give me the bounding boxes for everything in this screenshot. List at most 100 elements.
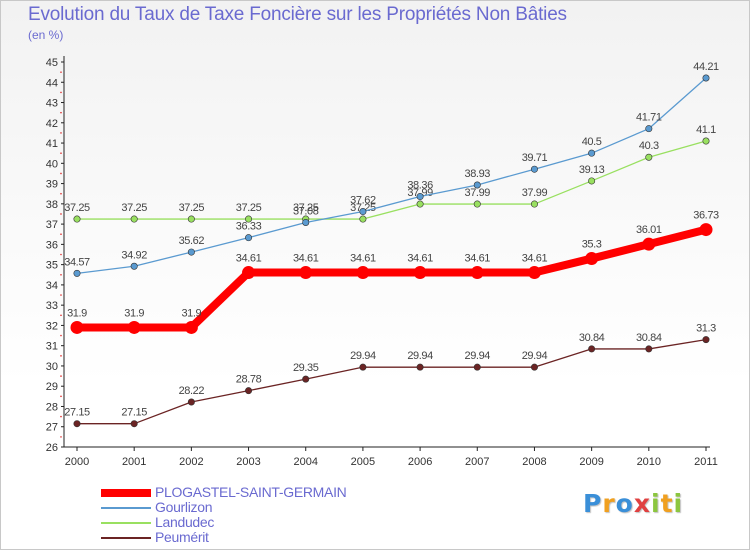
data-point: [73, 215, 81, 223]
data-label: 29.94: [465, 350, 491, 362]
data-label: 39.13: [579, 164, 605, 176]
data-label: 28.22: [179, 385, 205, 397]
data-label: 37.25: [350, 202, 376, 214]
y-minor-tick: [60, 294, 62, 296]
legend-label: Peumérit: [155, 529, 209, 545]
series-plogastel-saint-germain: 31.9 31.9 31.9 34.61 34.61 34.61 34.61 34.61 34.…: [67, 210, 719, 334]
series-gourlizon: 34.57 34.92 35.62 36.33 37.08 37.62 38.36 38.93…: [64, 61, 719, 277]
data-point: [242, 266, 256, 280]
data-label: 31.9: [124, 307, 144, 319]
data-label: 36.33: [236, 221, 262, 233]
y-tick-label: 45: [46, 57, 58, 69]
y-minor-tick: [60, 436, 62, 438]
data-point: [245, 215, 253, 223]
y-tick-label: 32: [46, 320, 58, 332]
chart-title: Evolution du Taux de Taxe Foncière sur l…: [28, 4, 567, 25]
data-point: [702, 137, 710, 145]
logo-letter: i: [651, 489, 661, 518]
proxiti-logo: Proxiti: [583, 489, 683, 518]
data-point: [588, 177, 596, 185]
data-label: 34.92: [121, 249, 147, 261]
legend-swatch: [101, 507, 151, 509]
x-tick-label: 2010: [637, 456, 661, 468]
data-point: [645, 125, 653, 133]
y-tick-label: 26: [46, 442, 58, 454]
y-minor-tick: [60, 91, 62, 94]
y-tick-label: 31: [46, 341, 58, 353]
data-label: 37.25: [64, 202, 90, 214]
data-label: 29.94: [522, 350, 548, 362]
data-label: 37.25: [236, 202, 262, 214]
x-tick-label: 2004: [293, 456, 317, 468]
data-label: 36.01: [636, 224, 662, 236]
y-tick-label: 34: [46, 280, 58, 292]
data-label: 44.21: [693, 61, 719, 73]
y-tick-label: 39: [46, 179, 58, 191]
data-point: [359, 208, 367, 216]
data-point: [299, 266, 313, 280]
y-minor-tick: [60, 355, 62, 357]
x-tick-label: 2009: [579, 456, 603, 468]
series-line: [73, 225, 710, 332]
y-tick-label: 28: [46, 401, 58, 413]
data-label: 37.25: [121, 202, 147, 214]
data-point: [642, 237, 656, 251]
data-label: 29.94: [350, 350, 376, 362]
data-label: 34.61: [465, 253, 491, 265]
x-tick-label: 2007: [465, 456, 489, 468]
data-point: [470, 266, 484, 280]
y-minor-tick: [60, 192, 62, 195]
data-label: 34.61: [350, 253, 376, 265]
legend-swatch: [101, 537, 151, 539]
data-label: 37.25: [293, 202, 319, 214]
series-line: [76, 77, 707, 274]
data-point: [416, 200, 424, 208]
data-point: [130, 262, 138, 270]
data-point: [302, 218, 310, 226]
data-point: [473, 200, 481, 208]
x-tick-label: 2005: [351, 456, 375, 468]
data-point: [645, 153, 653, 161]
data-label: 34.61: [407, 253, 433, 265]
y-tick-label: 33: [46, 300, 58, 312]
x-tick-label: 2006: [408, 456, 432, 468]
data-label: 34.61: [236, 253, 262, 265]
data-point: [130, 420, 138, 428]
data-point: [699, 223, 713, 237]
x-tick-label: 2008: [522, 456, 546, 468]
data-label: 37.99: [522, 187, 548, 199]
data-label: 29.35: [293, 362, 319, 374]
data-point: [585, 252, 599, 266]
y-minor-tick: [60, 334, 62, 337]
y-tick-label: 37: [46, 219, 58, 231]
y-minor-tick: [60, 132, 62, 134]
data-label: 31.9: [67, 307, 87, 319]
series-peum-rit: 27.15 27.15 28.22 28.78 29.35 29.94 29.94 29.94…: [64, 323, 717, 428]
data-label: 31.9: [181, 307, 201, 319]
data-point: [359, 363, 367, 371]
data-label: 27.15: [64, 407, 90, 419]
data-point: [413, 266, 427, 280]
logo-letter: o: [615, 489, 634, 518]
data-label: 39.71: [522, 152, 548, 164]
data-point: [645, 345, 653, 353]
data-point: [187, 398, 195, 406]
logo-letter: P: [583, 489, 603, 518]
data-label: 35.3: [582, 239, 602, 251]
data-point: [702, 336, 710, 344]
y-tick-label: 44: [46, 77, 58, 89]
y-tick-label: 43: [46, 98, 58, 110]
data-point: [359, 215, 367, 223]
data-label: 38.93: [465, 168, 491, 180]
y-tick-label: 38: [46, 199, 58, 211]
data-point: [702, 74, 710, 82]
data-label: 37.25: [179, 202, 205, 214]
y-minor-tick: [60, 375, 62, 377]
data-point: [473, 181, 481, 189]
x-tick-label: 2011: [694, 456, 718, 468]
data-point: [588, 345, 596, 353]
data-label: 37.99: [407, 187, 433, 199]
y-minor-tick: [60, 71, 62, 73]
